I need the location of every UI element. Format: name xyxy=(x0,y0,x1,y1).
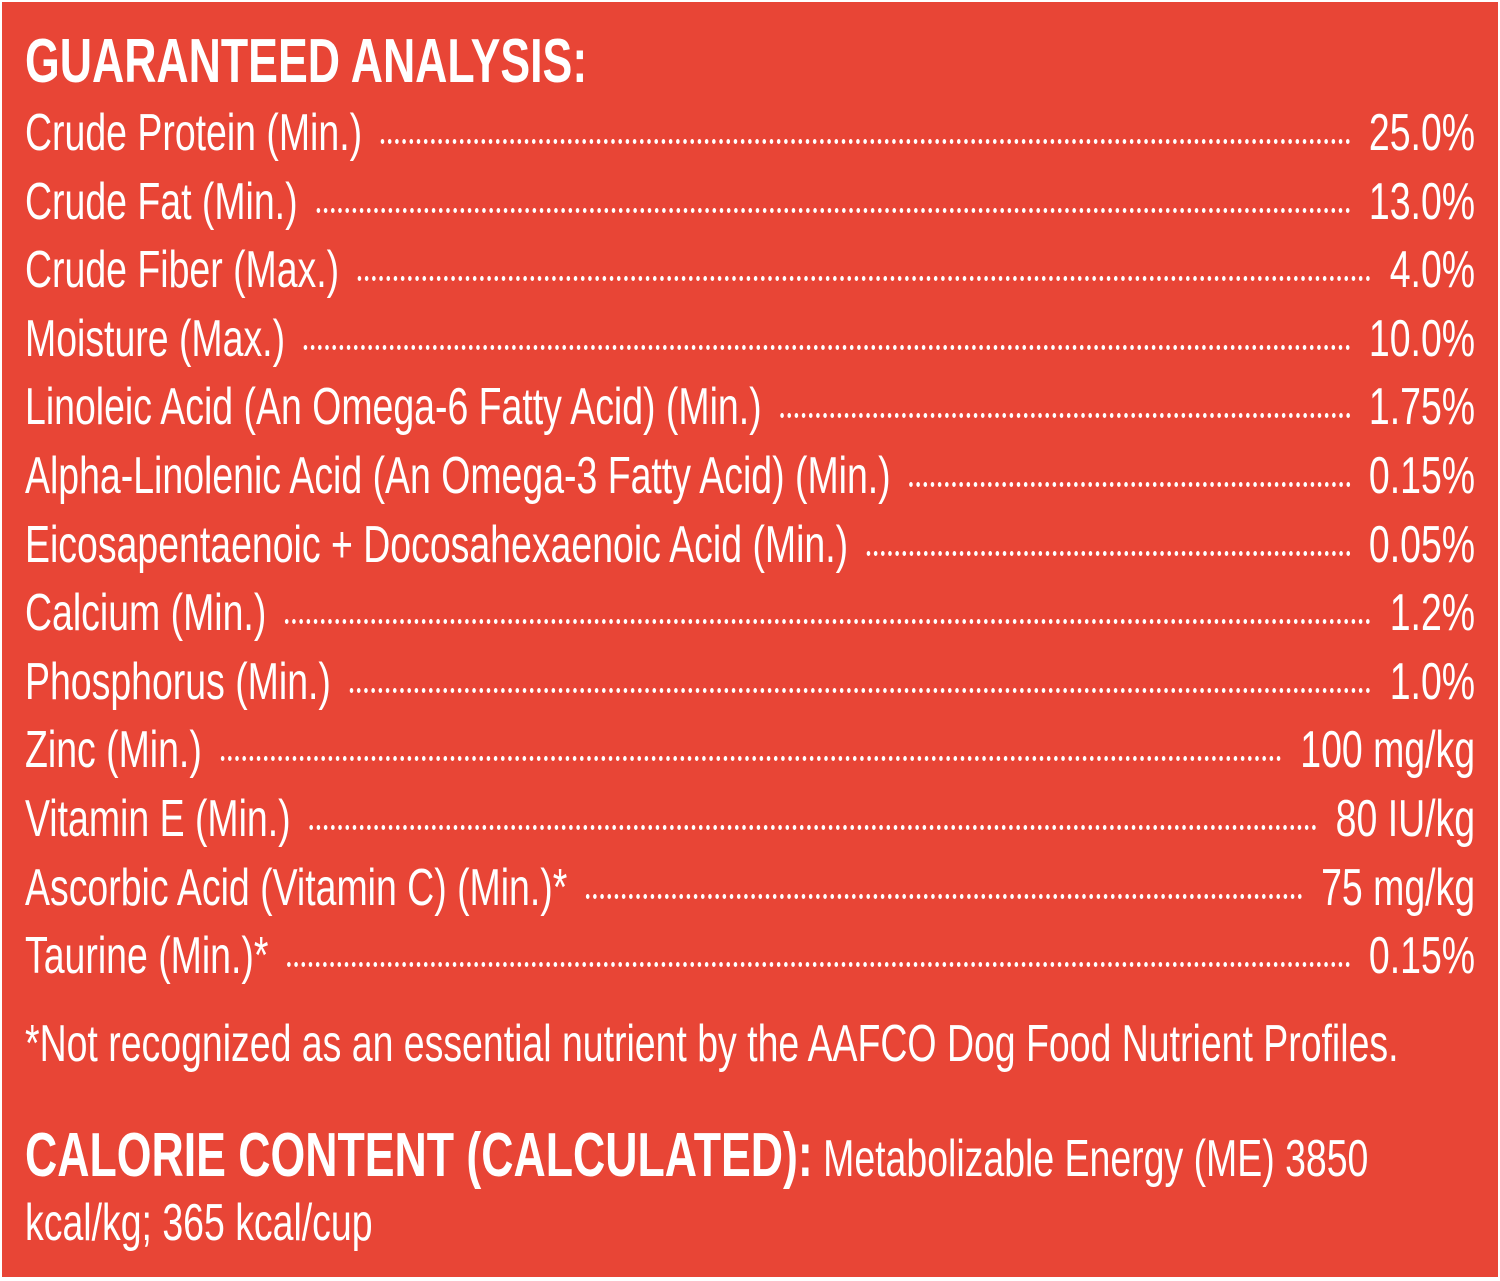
nutrient-name: Linoleic Acid (An Omega-6 Fatty Acid) (M… xyxy=(25,378,762,437)
dot-leader xyxy=(303,344,1351,350)
nutrient-value: 0.15% xyxy=(1368,446,1476,505)
nutrient-value: 13.0% xyxy=(1368,172,1476,231)
dot-leader xyxy=(287,962,1351,968)
calorie-content: CALORIE CONTENT (CALCULATED): Metaboliza… xyxy=(25,1124,1465,1255)
dot-leader xyxy=(586,893,1303,899)
nutrient-name: Eicosapentaenoic + Docosahexaenoic Acid … xyxy=(25,515,849,574)
nutrient-name: Crude Fat (Min.) xyxy=(25,172,298,231)
analysis-row: Vitamin E (Min.) 80 IU/kg xyxy=(25,789,1475,858)
nutrient-name: Moisture (Max.) xyxy=(25,309,286,368)
dot-leader xyxy=(316,207,1351,213)
footnote: *Not recognized as an essential nutrient… xyxy=(25,1015,1399,1073)
nutrient-value: 1.2% xyxy=(1389,584,1476,643)
nutrient-value: 25.0% xyxy=(1368,104,1476,162)
analysis-row: Taurine (Min.)* 0.15% xyxy=(25,926,1475,995)
nutrient-value: 1.75% xyxy=(1368,378,1476,437)
nutrient-value: 0.05% xyxy=(1368,515,1476,574)
analysis-row: Ascorbic Acid (Vitamin C) (Min.)* 75 mg/k… xyxy=(25,858,1475,927)
nutrient-value: 4.0% xyxy=(1389,241,1476,300)
nutrient-value: 75 mg/kg xyxy=(1321,858,1476,917)
analysis-row: Eicosapentaenoic + Docosahexaenoic Acid … xyxy=(25,515,1475,584)
dot-leader xyxy=(285,619,1372,625)
dot-leader xyxy=(780,413,1351,419)
title: GUARANTEED ANALYSIS: xyxy=(25,27,588,96)
calorie-heading: CALORIE CONTENT (CALCULATED): xyxy=(25,1121,813,1190)
analysis-row: Crude Fiber (Max.) 4.0% xyxy=(25,240,1475,309)
nutrient-name: Crude Fiber (Max.) xyxy=(25,241,340,300)
dot-leader xyxy=(380,139,1351,144)
dot-leader xyxy=(220,756,1282,762)
analysis-row: Calcium (Min.) 1.2% xyxy=(25,583,1475,652)
nutrient-value: 0.15% xyxy=(1368,927,1476,986)
analysis-row: Linoleic Acid (An Omega-6 Fatty Acid) (M… xyxy=(25,377,1475,446)
analysis-row: Crude Protein (Min.) 25.0% xyxy=(25,103,1475,172)
dot-leader xyxy=(309,824,1317,830)
nutrient-name: Calcium (Min.) xyxy=(25,584,267,643)
analysis-row: Zinc (Min.) 100 mg/kg xyxy=(25,720,1475,789)
dot-leader xyxy=(349,687,1372,693)
analysis-list: Crude Protein (Min.) 25.0% Crude Fat (Min.… xyxy=(25,103,1475,995)
nutrient-name: Taurine (Min.)* xyxy=(25,927,269,986)
analysis-row: Alpha-Linolenic Acid (An Omega-3 Fatty A… xyxy=(25,446,1475,515)
analysis-row: Crude Fat (Min.) 13.0% xyxy=(25,172,1475,241)
nutrient-name: Vitamin E (Min.) xyxy=(25,789,291,848)
nutrient-value: 100 mg/kg xyxy=(1300,721,1476,780)
analysis-row: Moisture (Max.) 10.0% xyxy=(25,309,1475,378)
nutrient-name: Alpha-Linolenic Acid (An Omega-3 Fatty A… xyxy=(25,446,891,505)
dot-leader xyxy=(866,550,1351,556)
calorie-text: Metabolizable Energy (ME) 3850 kcal/kg; … xyxy=(25,1130,1369,1252)
analysis-row: Phosphorus (Min.) 1.0% xyxy=(25,652,1475,721)
dot-leader xyxy=(909,481,1351,487)
nutrient-name: Zinc (Min.) xyxy=(25,721,202,780)
nutrient-value: 10.0% xyxy=(1368,309,1476,368)
dot-leader xyxy=(357,276,1372,282)
nutrient-value: 1.0% xyxy=(1389,652,1476,711)
nutrient-name: Crude Protein (Min.) xyxy=(25,104,363,162)
nutrient-name: Phosphorus (Min.) xyxy=(25,652,331,711)
nutrient-name: Ascorbic Acid (Vitamin C) (Min.)* xyxy=(25,858,568,917)
nutrient-value: 80 IU/kg xyxy=(1335,789,1476,848)
